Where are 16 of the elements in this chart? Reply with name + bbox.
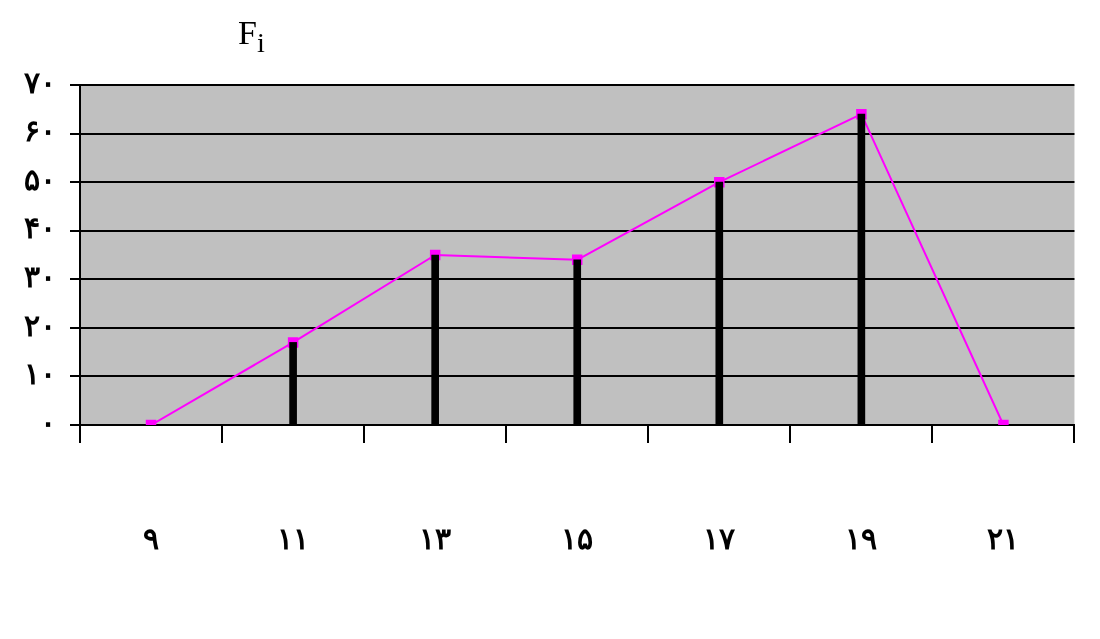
y-axis-title: F$_{i}$ <box>238 14 265 59</box>
x-tick-label: ۲۱ <box>987 521 1020 555</box>
y-tick-label: ۴۰ <box>24 211 56 245</box>
x-tick-label: ۱۷ <box>703 521 737 555</box>
x-tick-label: ۱۵ <box>561 521 594 555</box>
y-tick-label: ۲۰ <box>24 308 56 342</box>
y-tick-label: ۱۰ <box>24 357 56 391</box>
x-tick-label: ۱۳ <box>419 521 452 555</box>
x-tick-label: ۱۱ <box>277 521 310 555</box>
y-tick-label: ۳۰ <box>24 260 56 294</box>
x-tick-label: ۱۹ <box>845 521 878 555</box>
y-tick-label: ۵۰ <box>24 162 56 196</box>
y-tick-label: ۰ <box>40 405 56 439</box>
y-tick-label: ۷۰ <box>24 65 56 99</box>
x-tick-label: ۹ <box>143 521 160 555</box>
y-tick-label: ۶۰ <box>24 114 56 148</box>
